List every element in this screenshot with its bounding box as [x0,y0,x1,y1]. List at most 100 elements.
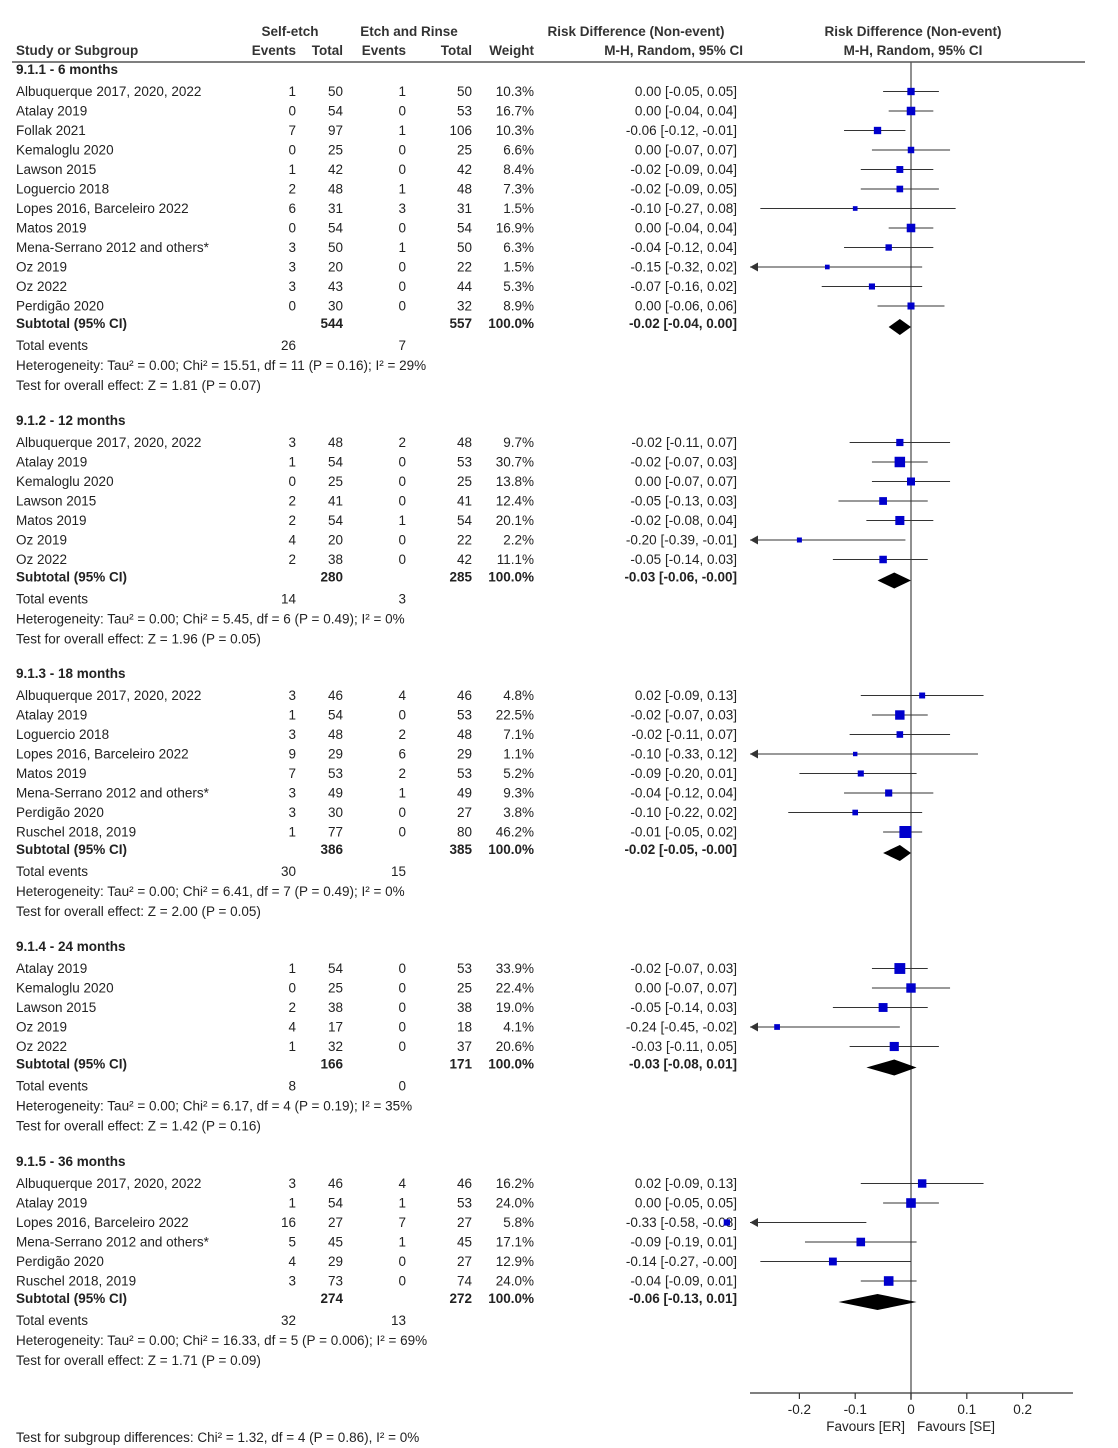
subtotal-total-se: 386 [320,842,343,857]
study-events-se: 3 [288,279,296,294]
study-name: Mena-Serrano 2012 and others* [16,786,210,801]
study-ci: -0.02 [-0.09, 0.05] [630,182,737,197]
study-name: Kemaloglu 2020 [16,143,114,158]
study-events-se: 3 [288,435,296,450]
study-events-se: 2 [288,1000,296,1015]
study-total-se: 50 [328,84,343,99]
overall-effect-text: Test for overall effect: Z = 1.42 (P = 0… [16,1119,261,1134]
study-ci: -0.09 [-0.19, 0.01] [630,1235,737,1250]
study-weight: 4.8% [503,688,534,703]
study-point [852,809,859,816]
study-total-er: 54 [457,221,473,236]
study-name: Ruschel 2018, 2019 [16,1274,136,1289]
study-point [907,146,915,154]
x-tick-label: -0.2 [788,1402,811,1417]
x-tick-label: 0.1 [957,1402,976,1417]
study-ci: -0.05 [-0.14, 0.03] [630,552,737,567]
study-events-se: 1 [288,455,296,470]
subgroup-title: 9.1.1 - 6 months [16,62,118,77]
study-weight: 46.2% [496,825,534,840]
study-events-er: 0 [398,1020,406,1035]
study-events-er: 0 [398,981,406,996]
study-ci-arrow-left [750,262,758,272]
study-total-se: 54 [328,104,344,119]
study-events-se: 1 [288,961,296,976]
study-point [906,1198,916,1208]
subtotal-label: Subtotal (95% CI) [16,570,127,585]
study-weight: 13.8% [496,474,534,489]
study-total-er: 48 [457,182,472,197]
study-weight: 24.0% [496,1196,534,1211]
study-total-er: 31 [457,201,472,216]
subtotal-ci: -0.03 [-0.06, -0.00] [624,570,737,585]
subgroup-title: 9.1.3 - 18 months [16,666,126,681]
subtotal-total-er: 385 [449,842,472,857]
study-ci: 0.02 [-0.09, 0.13] [635,688,737,703]
study-events-er: 1 [398,1196,406,1211]
study-ci-arrow-left [750,535,758,545]
study-total-se: 54 [328,961,344,976]
total-events-se: 8 [288,1079,296,1094]
study-total-se: 17 [328,1020,343,1035]
study-events-er: 1 [398,513,406,528]
study-ci: -0.10 [-0.27, 0.08] [630,201,737,216]
study-point [896,731,904,738]
study-name: Kemaloglu 2020 [16,981,114,996]
study-total-er: 25 [457,474,472,489]
study-events-er: 3 [398,201,406,216]
total-events-label: Total events [16,1313,88,1328]
study-ci: -0.03 [-0.11, 0.05] [631,1039,737,1054]
study-events-er: 0 [398,533,406,548]
study-events-er: 1 [398,786,406,801]
study-ci: -0.33 [-0.58, -0.08] [626,1215,737,1230]
study-weight: 8.9% [503,299,534,314]
study-ci: -0.02 [-0.11, 0.07] [631,727,737,742]
study-ci-arrow-left [750,1022,758,1032]
study-events-er: 1 [398,182,406,197]
study-total-se: 54 [328,708,344,723]
study-events-se: 3 [288,727,296,742]
study-events-se: 3 [288,805,296,820]
study-total-er: 44 [457,279,473,294]
total-events-label: Total events [16,338,88,353]
header-rd-title-left: Risk Difference (Non-event) [547,24,724,39]
study-events-se: 0 [288,474,296,489]
study-name: Loguercio 2018 [16,727,109,742]
subtotal-diamond [877,572,911,589]
study-total-se: 43 [328,279,343,294]
total-events-se: 32 [281,1313,296,1328]
study-point [895,710,905,720]
study-weight: 22.5% [496,708,534,723]
study-events-er: 4 [398,688,406,703]
study-point [896,166,904,173]
study-weight: 30.7% [496,455,534,470]
header-group1: Self-etch [261,24,318,39]
study-weight: 4.1% [503,1020,534,1035]
total-events-er: 13 [391,1313,406,1328]
study-total-se: 73 [328,1274,343,1289]
study-point [852,206,858,211]
study-name: Atalay 2019 [16,708,87,723]
study-events-er: 0 [398,143,406,158]
study-total-er: 53 [457,766,472,781]
study-total-se: 25 [328,474,343,489]
study-events-se: 3 [288,1274,296,1289]
subtotal-label: Subtotal (95% CI) [16,842,127,857]
study-total-se: 97 [328,123,343,138]
study-total-er: 80 [457,825,472,840]
study-events-se: 0 [288,221,296,236]
study-events-se: 0 [288,299,296,314]
study-events-er: 2 [398,766,406,781]
study-name: Oz 2022 [16,279,67,294]
study-name: Lopes 2016, Barceleiro 2022 [16,201,189,216]
study-events-er: 0 [398,708,406,723]
study-total-er: 46 [457,1176,472,1191]
study-point [852,751,858,757]
study-total-se: 54 [328,513,344,528]
subtotal-diamond [888,319,911,335]
study-weight: 10.3% [496,84,534,99]
study-weight: 16.2% [496,1176,534,1191]
study-total-se: 53 [328,766,343,781]
total-events-er: 3 [398,592,406,607]
study-point [894,456,906,468]
